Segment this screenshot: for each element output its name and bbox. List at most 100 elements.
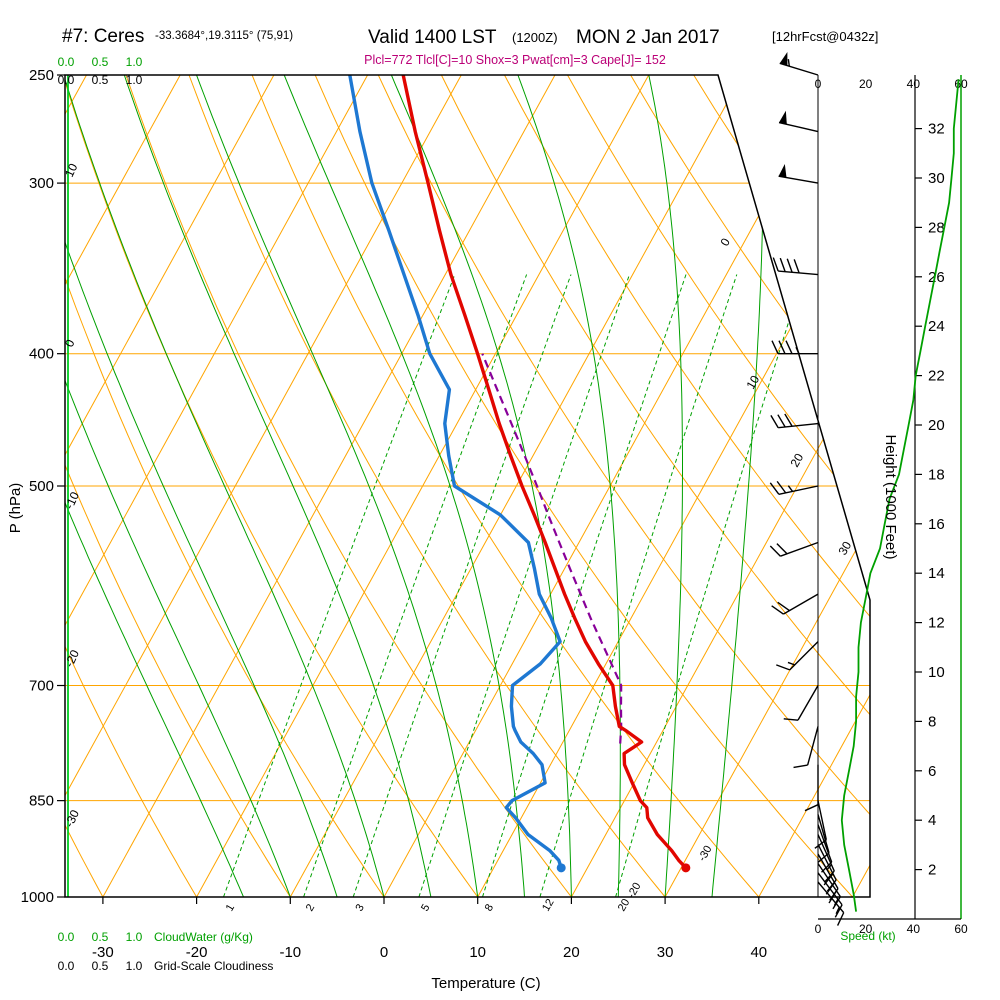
temp-tick-label: 0 [380,944,388,961]
dry-adiabat-line [440,75,870,897]
mixing-ratio-line [223,274,456,897]
cloudiness-scale-top-1: 1.0 [126,73,143,87]
wind-barb-halfbarb [795,346,800,354]
cloudwater-scale-top-1: 1.0 [126,55,143,69]
height-tick-label: 24 [928,318,945,335]
wind-barb-staff [789,641,819,671]
valid-zulu: (1200Z) [512,30,558,45]
surface-markers [556,863,691,873]
height-tick-label: 26 [928,269,945,286]
height-tick-label: 28 [928,219,945,236]
moist-adiabat-line [517,75,621,897]
isotherm-label-right: 30 [835,539,854,558]
valid-time: Valid 1400 LST [368,27,497,48]
wind-barb-staff [778,175,819,184]
wind-barb-staff [806,726,819,766]
pressure-tick-label: 700 [29,678,54,695]
dry-adiabat-line [188,75,666,897]
temp-tick-label: -30 [92,944,114,961]
wind-barb-staff [797,685,819,721]
mixing-ratio-label: 20 [616,897,633,914]
cloudiness-scale-label: Grid-Scale Cloudiness [154,959,273,973]
temperature-curve [401,75,688,870]
temp-tick-label: 30 [657,944,674,961]
plot-border [64,74,871,898]
isotherm-label-right: 0 [717,235,733,248]
height-tick-label: 14 [928,565,945,582]
mixing-ratio-label: 5 [419,902,432,913]
mixing-ratio-label: 8 [483,902,496,913]
mixing-ratio-line [539,274,738,897]
height-tick-label: 2 [928,862,936,879]
pressure-tick-label: 1000 [21,889,54,906]
sounding-profiles [348,75,688,870]
station-coords: -33.3684°,19.3115° (75,91) [155,30,293,42]
wind-barb-feather [776,543,788,555]
height-tick-label: 18 [928,466,945,483]
cloudiness-scale-bottom-0: 0.0 [58,959,75,973]
dry-adiabat-line [125,75,572,897]
height-tick-label: 10 [928,664,945,681]
dry-adiabat-line [504,75,870,897]
cloudwater-scale-top-05: 0.5 [92,55,109,69]
wind-barb-staff [778,121,819,133]
wind-barb-feather [817,852,830,863]
isotherm-label-left: 10 [62,161,80,179]
wind-barb-halfbarb [787,485,794,492]
height-tick-label: 20 [928,417,945,434]
wind-barb-feather [777,601,790,612]
wind-barb-feather [834,904,843,918]
cloudiness-scale-top-05: 0.5 [92,73,109,87]
speed-tick-label-top: 20 [859,77,873,91]
wind-barb-pennant [778,164,787,178]
wind-barb-staff [778,485,819,496]
isotherm-line [196,75,650,897]
isotherm-line [664,75,870,897]
height-tick-label: 4 [928,812,936,829]
wind-barb-pennant [779,110,787,125]
moist-line-label: -30 [696,844,714,864]
wind-barb-feather [770,415,779,429]
wind-barb-feather [823,873,834,886]
height-speed-panel: 2468101214161820222426283032002020404060… [815,75,968,936]
height-tick-label: 12 [928,615,945,632]
wind-barb-feather [769,482,780,495]
isotherm-line [65,75,462,897]
surface-temperature-dot [681,863,691,873]
isotherm-label-left: -10 [62,489,82,511]
mixing-ratio-line [352,274,572,897]
wind-barb-staff [783,593,819,615]
forecast-tag: [12hrFcst@0432z] [772,29,878,44]
height-tick-label: 16 [928,516,945,533]
cloudwater-scale-bottom-0: 0.0 [58,930,75,944]
temp-tick-label: 20 [563,944,580,961]
cloudiness-scale-bottom-1: 1.0 [126,959,143,973]
temp-tick-label: -20 [186,944,208,961]
parcel-path-curve [481,353,623,744]
dry-adiabat-line [65,75,479,897]
moist-adiabat-line [65,75,244,897]
mixing-ratio-label: 2 [304,902,317,913]
cloudwater-scale-bottom-05: 0.5 [92,930,109,944]
wind-barb-feather [769,545,781,557]
cloudwater-scale-label: CloudWater (g/Kg) [154,930,253,944]
wind-barb-staff [779,62,819,76]
mixing-ratio-line [482,274,687,897]
wind-barb-staff [780,541,819,557]
wind-barb-feather [804,804,819,812]
dry-adiabat-line [65,75,198,897]
height-tick-label: 6 [928,763,936,780]
wind-barb-feather [776,664,790,671]
wind-barb-staff [817,824,833,863]
wind-barb-feather [784,413,793,427]
speed-tick-label-top: 40 [907,77,921,91]
wind-barb-staff [817,800,828,840]
mixing-ratio-label: 12 [540,897,557,914]
cloudwater-scale-bottom-1: 1.0 [126,930,143,944]
speed-tick-label-bottom: 0 [815,922,822,936]
dry-adiabat-line [251,75,760,897]
cloudiness-scale-top-0: 0.0 [58,73,75,87]
dry-adiabat-line [314,75,853,897]
